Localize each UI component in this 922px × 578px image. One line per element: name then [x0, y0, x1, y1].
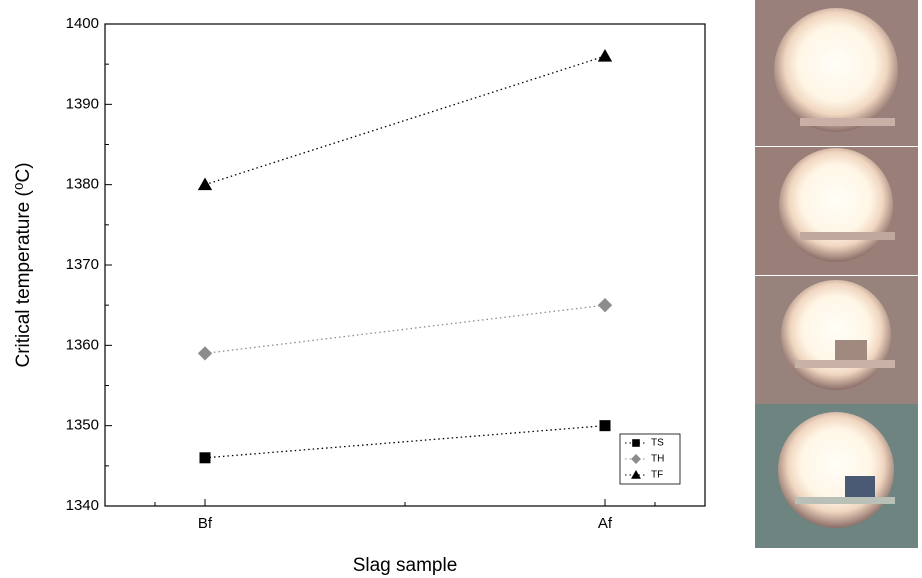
y-tick-label: 1360 — [66, 336, 99, 353]
photo-glow — [774, 8, 898, 132]
series-line — [204, 55, 606, 186]
photo-glow — [779, 148, 893, 262]
y-tick-label: 1350 — [66, 417, 99, 434]
x-axis-title: Slag sample — [353, 555, 458, 576]
x-tick-label: Af — [598, 515, 613, 532]
photo-glow — [778, 412, 894, 528]
marker — [597, 298, 613, 313]
legend-box — [619, 433, 681, 485]
marker — [631, 454, 641, 464]
legend-label: TH — [651, 454, 664, 465]
legend-label: TS — [651, 438, 664, 449]
y-tick-label: 1400 — [66, 15, 99, 32]
marker — [597, 48, 613, 62]
photo-sample — [845, 476, 875, 498]
series-line — [204, 304, 606, 355]
photos — [755, 0, 918, 548]
marker — [631, 470, 641, 479]
photo-sample — [800, 118, 895, 126]
marker — [197, 346, 213, 361]
y-tick-label: 1380 — [66, 176, 99, 193]
photo-sample — [800, 232, 895, 240]
marker — [599, 420, 611, 432]
marker — [632, 439, 640, 447]
x-tick-label: Bf — [198, 515, 213, 532]
photo-glow — [781, 280, 891, 390]
y-tick-label: 1370 — [66, 256, 99, 273]
y-tick-label: 1390 — [66, 95, 99, 112]
y-axis-title: Critical temperature (⁰C) — [13, 162, 34, 367]
y-tick-label: 1340 — [66, 497, 99, 514]
marker — [199, 452, 211, 464]
photo-sample — [795, 360, 895, 368]
legend-label: TF — [651, 470, 663, 481]
series-line — [204, 425, 606, 459]
plot-frame — [104, 23, 706, 507]
photo-sample — [835, 340, 867, 362]
photo-sample — [795, 497, 895, 504]
marker — [197, 177, 213, 191]
